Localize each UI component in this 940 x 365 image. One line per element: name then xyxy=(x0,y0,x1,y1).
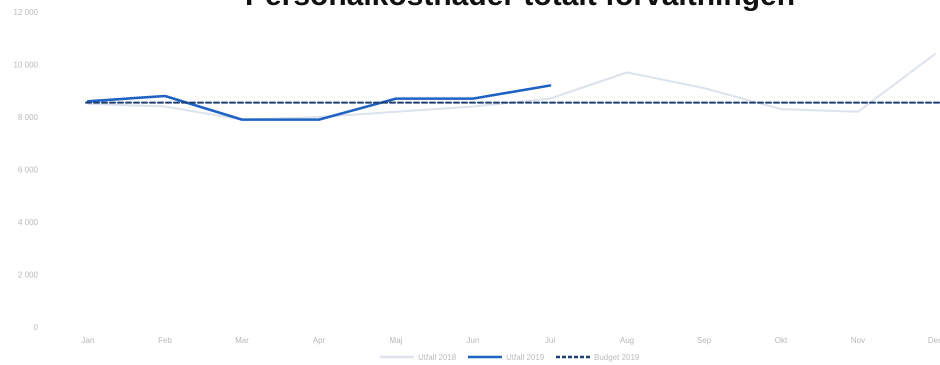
chart-title: Personalkostnader totalt förvaltningen xyxy=(245,0,795,12)
x-tick-label: Dec xyxy=(928,336,940,345)
legend-label-utfall-2018: Utfall 2018 xyxy=(418,353,457,362)
x-tick-label: Aug xyxy=(620,336,634,345)
y-axis: 0 2 000 4 000 6 000 8 000 10 000 12 000 xyxy=(14,8,39,332)
x-axis: Jan Feb Mar Apr Maj Jun Jul Aug Sep Okt Nov Dec xyxy=(82,336,940,345)
y-tick-label: 10 000 xyxy=(14,61,39,70)
series-line-utfall-2018 xyxy=(87,53,936,121)
y-tick-label: 12 000 xyxy=(14,8,39,17)
legend-label-utfall-2019: Utfall 2019 xyxy=(506,353,545,362)
y-tick-label: 8 000 xyxy=(18,113,39,122)
legend-label-budget-2019: Budget 2019 xyxy=(594,353,640,362)
x-tick-label: Jul xyxy=(545,336,555,345)
x-tick-label: Mar xyxy=(235,336,249,345)
x-tick-label: Jan xyxy=(82,336,95,345)
x-tick-label: Okt xyxy=(775,336,788,345)
x-tick-label: Apr xyxy=(313,336,326,345)
y-tick-label: 4 000 xyxy=(18,218,39,227)
x-tick-label: Nov xyxy=(851,336,865,345)
x-tick-label: Maj xyxy=(390,336,403,345)
legend: Utfall 2018 Utfall 2019 Budget 2019 xyxy=(380,353,640,362)
x-tick-label: Sep xyxy=(697,336,712,345)
series-layer xyxy=(85,53,940,121)
series-line-utfall-2019 xyxy=(86,84,552,121)
y-tick-label: 6 000 xyxy=(18,166,39,175)
y-tick-label: 2 000 xyxy=(18,271,39,280)
y-tick-label: 0 xyxy=(34,323,39,332)
x-tick-label: Feb xyxy=(158,336,172,345)
x-tick-label: Jun xyxy=(467,336,480,345)
